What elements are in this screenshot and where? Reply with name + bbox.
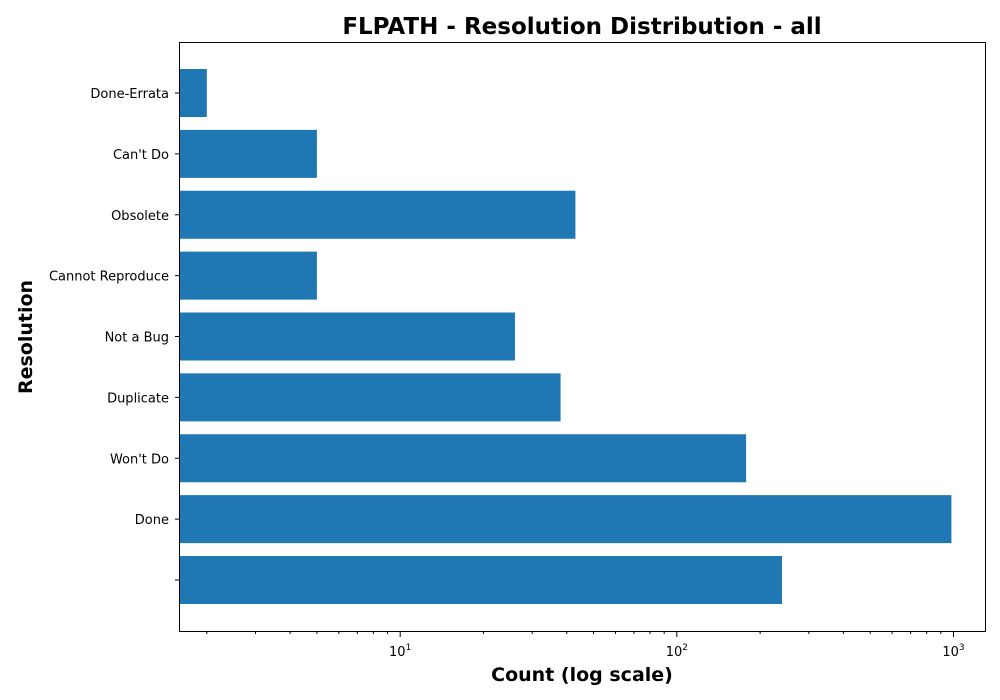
bar [180, 129, 317, 178]
y-tick-label: Done-Errata [90, 87, 169, 102]
bar [180, 556, 783, 604]
x-axis-label: Count (log scale) [491, 664, 673, 686]
y-axis-label: Resolution [15, 280, 37, 394]
bar [180, 251, 317, 300]
x-tick-label: 103 [942, 643, 964, 660]
x-tick-label: 101 [389, 643, 411, 660]
y-tick-label: Done [135, 513, 169, 528]
chart-title: FLPATH - Resolution Distribution - all [342, 14, 821, 40]
x-tick-label: 102 [666, 643, 688, 660]
y-tick-label: Not a Bug [105, 331, 169, 346]
plot-frame [179, 42, 986, 632]
y-tick-label: Can't Do [113, 148, 169, 163]
bar [180, 312, 515, 361]
y-tick-label: Won't Do [110, 452, 169, 467]
y-tick-label: Duplicate [107, 391, 169, 406]
bar [180, 373, 561, 422]
y-axis-ticks: Done Won't Do Duplicate Not a Bug Cannot Rep… [49, 87, 180, 581]
x-axis-ticks: 101 102 103 [206, 631, 965, 660]
y-tick-label: Obsolete [111, 209, 169, 224]
bar [180, 434, 747, 483]
y-tick-label: Cannot Reproduce [49, 270, 169, 285]
bar [180, 69, 207, 117]
bar [180, 495, 952, 544]
bars-layer [180, 69, 952, 604]
bar [180, 190, 576, 239]
